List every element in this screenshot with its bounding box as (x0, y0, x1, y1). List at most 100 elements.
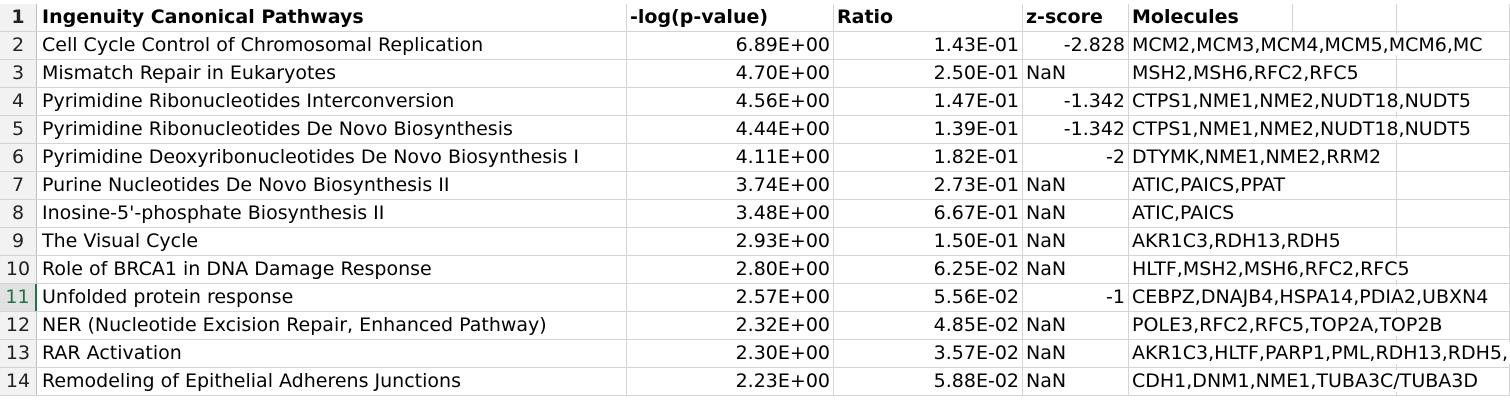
header-cell-zscore[interactable]: z-score (1023, 4, 1129, 31)
pathway-cell[interactable]: Pyrimidine Ribonucleotides Interconversi… (38, 88, 627, 115)
row-number[interactable]: 6 (0, 144, 37, 171)
ratio-cell[interactable]: 2.73E-01 (834, 172, 1023, 199)
molecules-cell[interactable]: ATIC,PAICS,PPAT (1129, 172, 1293, 199)
ratio-cell[interactable]: 1.82E-01 (834, 144, 1023, 171)
pathway-cell[interactable]: Remodeling of Epithelial Adherens Juncti… (38, 368, 627, 395)
ratio-cell[interactable]: 1.43E-01 (834, 32, 1023, 59)
empty-cell[interactable] (1397, 172, 1510, 199)
molecules-cell[interactable]: DTYMK,NME1,NME2,RRM2 (1129, 144, 1386, 171)
ratio-cell[interactable]: 6.67E-01 (834, 200, 1023, 227)
table-row: 13 RAR Activation 2.30E+00 3.57E-02 NaN AKR1C… (0, 340, 1510, 368)
molecules-cell[interactable]: MCM2,MCM3,MCM4,MCM5,MCM6,MC (1129, 32, 1487, 59)
logp-cell[interactable]: 3.48E+00 (627, 200, 834, 227)
ratio-cell[interactable]: 5.88E-02 (834, 368, 1023, 395)
row-number[interactable]: 13 (0, 340, 37, 367)
logp-cell[interactable]: 2.80E+00 (627, 256, 834, 283)
molecules-cell[interactable]: HLTF,MSH2,MSH6,RFC2,RFC5 (1129, 256, 1414, 283)
logp-cell[interactable]: 2.32E+00 (627, 312, 834, 339)
header-cell-logp[interactable]: -log(p-value) (627, 4, 834, 31)
empty-cell[interactable] (1293, 172, 1397, 199)
row-number[interactable]: 7 (0, 172, 37, 199)
header-cell-molecules[interactable]: Molecules (1129, 4, 1293, 31)
pathway-cell[interactable]: Pyrimidine Deoxyribonucleotides De Novo … (38, 144, 627, 171)
zscore-cell[interactable]: NaN (1023, 368, 1129, 395)
logp-cell[interactable]: 4.70E+00 (627, 60, 834, 87)
logp-cell[interactable]: 4.11E+00 (627, 144, 834, 171)
molecules-cell[interactable]: POLE3,RFC2,RFC5,TOP2A,TOP2B (1129, 312, 1447, 339)
logp-cell[interactable]: 2.93E+00 (627, 228, 834, 255)
row-number[interactable]: 11 (0, 284, 37, 311)
zscore-cell[interactable]: -2.828 (1023, 32, 1129, 59)
empty-cell[interactable] (1293, 4, 1397, 31)
zscore-cell[interactable]: -2 (1023, 144, 1129, 171)
ratio-cell[interactable]: 1.47E-01 (834, 88, 1023, 115)
ratio-cell[interactable]: 1.39E-01 (834, 116, 1023, 143)
logp-cell[interactable]: 2.30E+00 (627, 340, 834, 367)
row-number[interactable]: 8 (0, 200, 37, 227)
molecules-cell[interactable]: MSH2,MSH6,RFC2,RFC5 (1129, 60, 1363, 87)
zscore-cell[interactable]: NaN (1023, 340, 1129, 367)
pathway-cell[interactable]: The Visual Cycle (38, 228, 627, 255)
zscore-cell[interactable]: NaN (1023, 312, 1129, 339)
row-number[interactable]: 1 (0, 4, 37, 31)
row-number[interactable]: 4 (0, 88, 37, 115)
ratio-cell[interactable]: 2.50E-01 (834, 60, 1023, 87)
pathway-cell[interactable]: Inosine-5'-phosphate Biosynthesis II (38, 200, 627, 227)
pathway-cell[interactable]: Cell Cycle Control of Chromosomal Replic… (38, 32, 627, 59)
logp-cell[interactable]: 4.56E+00 (627, 88, 834, 115)
header-cell-pathways[interactable]: Ingenuity Canonical Pathways (38, 4, 627, 31)
ratio-cell[interactable]: 1.50E-01 (834, 228, 1023, 255)
molecules-cell[interactable]: AKR1C3,RDH13,RDH5 (1129, 228, 1345, 255)
pathway-cell[interactable]: NER (Nucleotide Excision Repair, Enhance… (38, 312, 627, 339)
row-number[interactable]: 9 (0, 228, 37, 255)
zscore-cell[interactable]: NaN (1023, 60, 1129, 87)
pathway-cell[interactable]: Unfolded protein response (38, 284, 627, 311)
pathway-cell[interactable]: RAR Activation (38, 340, 627, 367)
ratio-cell[interactable]: 6.25E-02 (834, 256, 1023, 283)
logp-cell[interactable]: 6.89E+00 (627, 32, 834, 59)
row-number[interactable]: 5 (0, 116, 37, 143)
zscore-cell[interactable]: -1.342 (1023, 88, 1129, 115)
molecules-cell[interactable]: ATIC,PAICS (1129, 200, 1293, 227)
zscore-cell[interactable]: NaN (1023, 228, 1129, 255)
zscore-cell[interactable]: NaN (1023, 172, 1129, 199)
logp-cell[interactable]: 3.74E+00 (627, 172, 834, 199)
zscore-cell[interactable]: -1.342 (1023, 116, 1129, 143)
table-row: 6 Pyrimidine Deoxyribonucleotides De Novo… (0, 144, 1510, 172)
molecules-cell[interactable]: CEBPZ,DNAJB4,HSPA14,PDIA2,UBXN4 (1129, 284, 1493, 311)
molecules-cell[interactable]: AKR1C3,HLTF,PARP1,PML,RDH13,RDH5, (1129, 340, 1510, 367)
empty-cell[interactable] (1293, 144, 1397, 171)
logp-cell[interactable]: 4.44E+00 (627, 116, 834, 143)
pathway-cell[interactable]: Mismatch Repair in Eukaryotes (38, 60, 627, 87)
molecules-cell[interactable]: CDH1,DNM1,NME1,TUBA3C/TUBA3D (1129, 368, 1482, 395)
row-number[interactable]: 14 (0, 368, 37, 395)
zscore-cell[interactable]: NaN (1023, 200, 1129, 227)
logp-cell[interactable]: 2.57E+00 (627, 284, 834, 311)
pathway-cell[interactable]: Role of BRCA1 in DNA Damage Response (38, 256, 627, 283)
ratio-cell[interactable]: 4.85E-02 (834, 312, 1023, 339)
zscore-cell[interactable]: -1 (1023, 284, 1129, 311)
molecules-cell[interactable]: CTPS1,NME1,NME2,NUDT18,NUDT5 (1129, 88, 1476, 115)
pathway-cell[interactable]: Purine Nucleotides De Novo Biosynthesis … (38, 172, 627, 199)
ratio-cell[interactable]: 3.57E-02 (834, 340, 1023, 367)
empty-cell[interactable] (1397, 60, 1510, 87)
logp-cell[interactable]: 2.23E+00 (627, 368, 834, 395)
zscore-cell[interactable]: NaN (1023, 256, 1129, 283)
empty-cell[interactable] (1293, 60, 1397, 87)
row-number[interactable]: 10 (0, 256, 37, 283)
row-number[interactable]: 2 (0, 32, 37, 59)
pathway-cell[interactable]: Pyrimidine Ribonucleotides De Novo Biosy… (38, 116, 627, 143)
header-cell-ratio[interactable]: Ratio (834, 4, 1023, 31)
empty-cell[interactable] (1293, 200, 1397, 227)
empty-cell[interactable] (1293, 228, 1397, 255)
row-number[interactable]: 3 (0, 60, 37, 87)
empty-cell[interactable] (1397, 200, 1510, 227)
empty-cell[interactable] (1397, 228, 1510, 255)
empty-cell[interactable] (1397, 4, 1510, 31)
ratio-cell[interactable]: 5.56E-02 (834, 284, 1023, 311)
empty-cell[interactable] (1397, 144, 1510, 171)
molecules-cell[interactable]: CTPS1,NME1,NME2,NUDT18,NUDT5 (1129, 116, 1476, 143)
table-row: 14 Remodeling of Epithelial Adherens Junc… (0, 368, 1510, 396)
row-number[interactable]: 12 (0, 312, 37, 339)
